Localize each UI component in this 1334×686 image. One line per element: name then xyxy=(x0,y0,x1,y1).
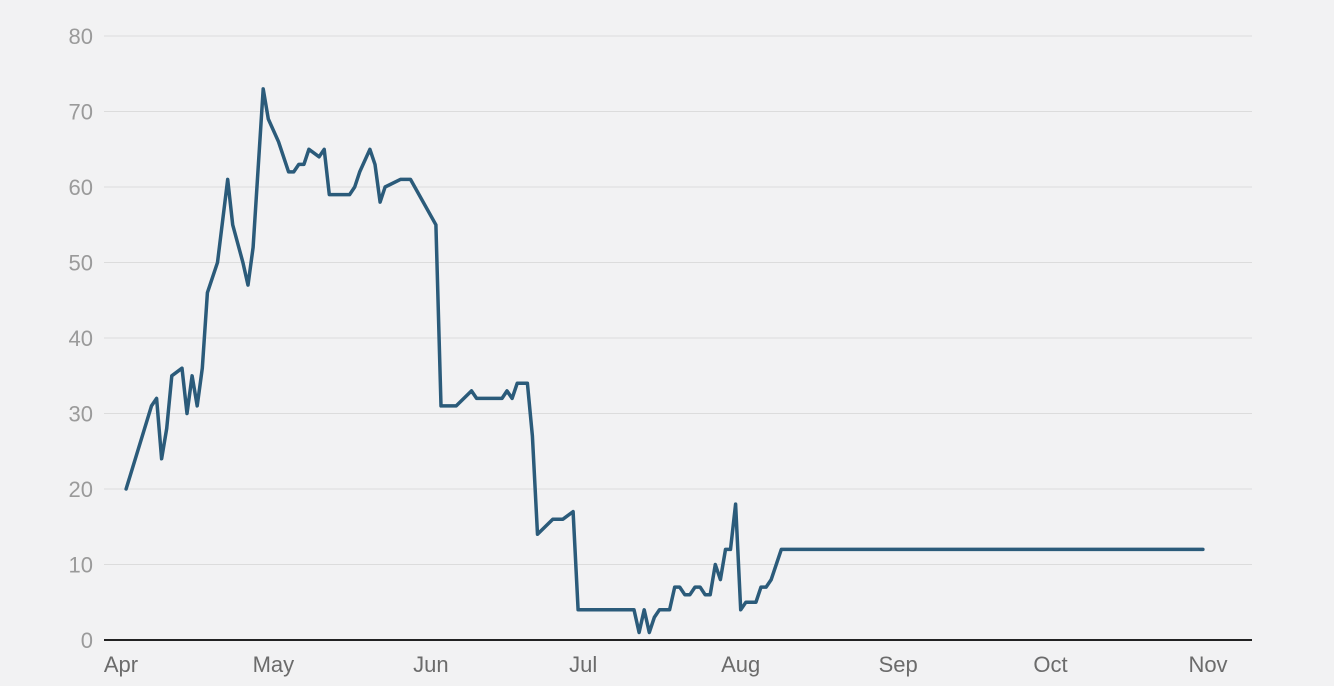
series-lines xyxy=(124,87,1205,635)
gridlines xyxy=(104,35,1252,565)
x-tick-label: Jun xyxy=(413,652,448,677)
x-tick-label: Nov xyxy=(1188,652,1227,677)
y-tick-label: 70 xyxy=(69,100,93,125)
y-tick-label: 80 xyxy=(69,24,93,49)
y-tick-label: 50 xyxy=(69,251,93,276)
x-tick-label: Jul xyxy=(569,652,597,677)
x-tick-label: Apr xyxy=(104,652,138,677)
x-tick-label: Sep xyxy=(879,652,918,677)
series-line-0 xyxy=(124,87,1205,635)
y-tick-label: 60 xyxy=(69,175,93,200)
y-tick-label: 40 xyxy=(69,326,93,351)
x-tick-label: Aug xyxy=(721,652,760,677)
y-tick-label: 10 xyxy=(69,553,93,578)
y-tick-label: 0 xyxy=(81,628,93,653)
y-tick-label: 30 xyxy=(69,402,93,427)
x-tick-label: May xyxy=(253,652,295,677)
y-axis-ticks: 0 10 20 30 40 50 60 70 80 xyxy=(69,24,93,653)
y-tick-label: 20 xyxy=(69,477,93,502)
x-axis-ticks: Apr May Jun Jul Aug Sep Oct Nov xyxy=(104,652,1228,677)
x-tick-label: Oct xyxy=(1033,652,1067,677)
